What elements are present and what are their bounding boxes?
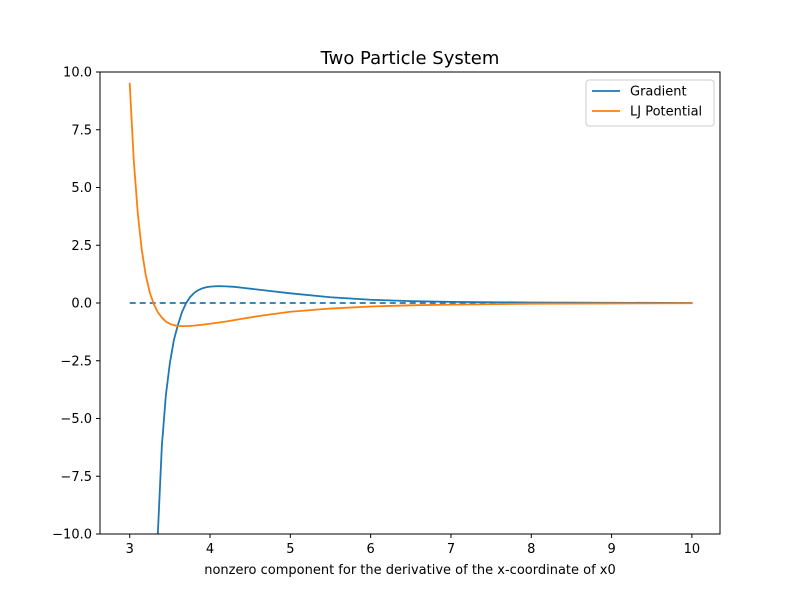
x-axis-label: nonzero component for the derivative of … [204,563,616,578]
x-tick-label: 4 [206,542,214,557]
y-axis: −10.0 −7.5 −5.0 −2.5 0.0 2.5 5.0 7.5 10.0 [52,66,100,543]
x-tick-label: 3 [126,542,134,557]
y-tick-label: −10.0 [52,528,92,543]
series-line-gradient [156,285,693,534]
chart-title: Two Particle System [320,48,500,69]
x-tick-label: 7 [447,542,455,557]
x-tick-label: 8 [527,542,535,557]
y-tick-label: 5.0 [71,181,92,196]
y-tick-label: −2.5 [60,354,92,369]
series-line-lj-potential [128,82,693,328]
legend: Gradient LJ Potential [585,79,715,127]
y-tick-label: −5.0 [60,412,92,427]
legend-label-lj-potential: LJ Potential [630,105,702,120]
y-tick-label: 2.5 [71,239,92,254]
x-tick-label: 5 [286,542,294,557]
y-tick-label: −7.5 [60,470,92,485]
plot-area [99,71,721,535]
legend-label-gradient: Gradient [630,85,687,100]
y-tick-label: 10.0 [63,66,92,81]
series-layer [128,82,693,534]
x-axis: 3 4 5 6 7 8 9 10 [126,534,701,557]
x-tick-label: 10 [684,542,701,557]
x-tick-label: 9 [607,542,615,557]
x-tick-label: 6 [367,542,375,557]
y-tick-label: 7.5 [71,123,92,138]
y-tick-label: 0.0 [71,297,92,312]
